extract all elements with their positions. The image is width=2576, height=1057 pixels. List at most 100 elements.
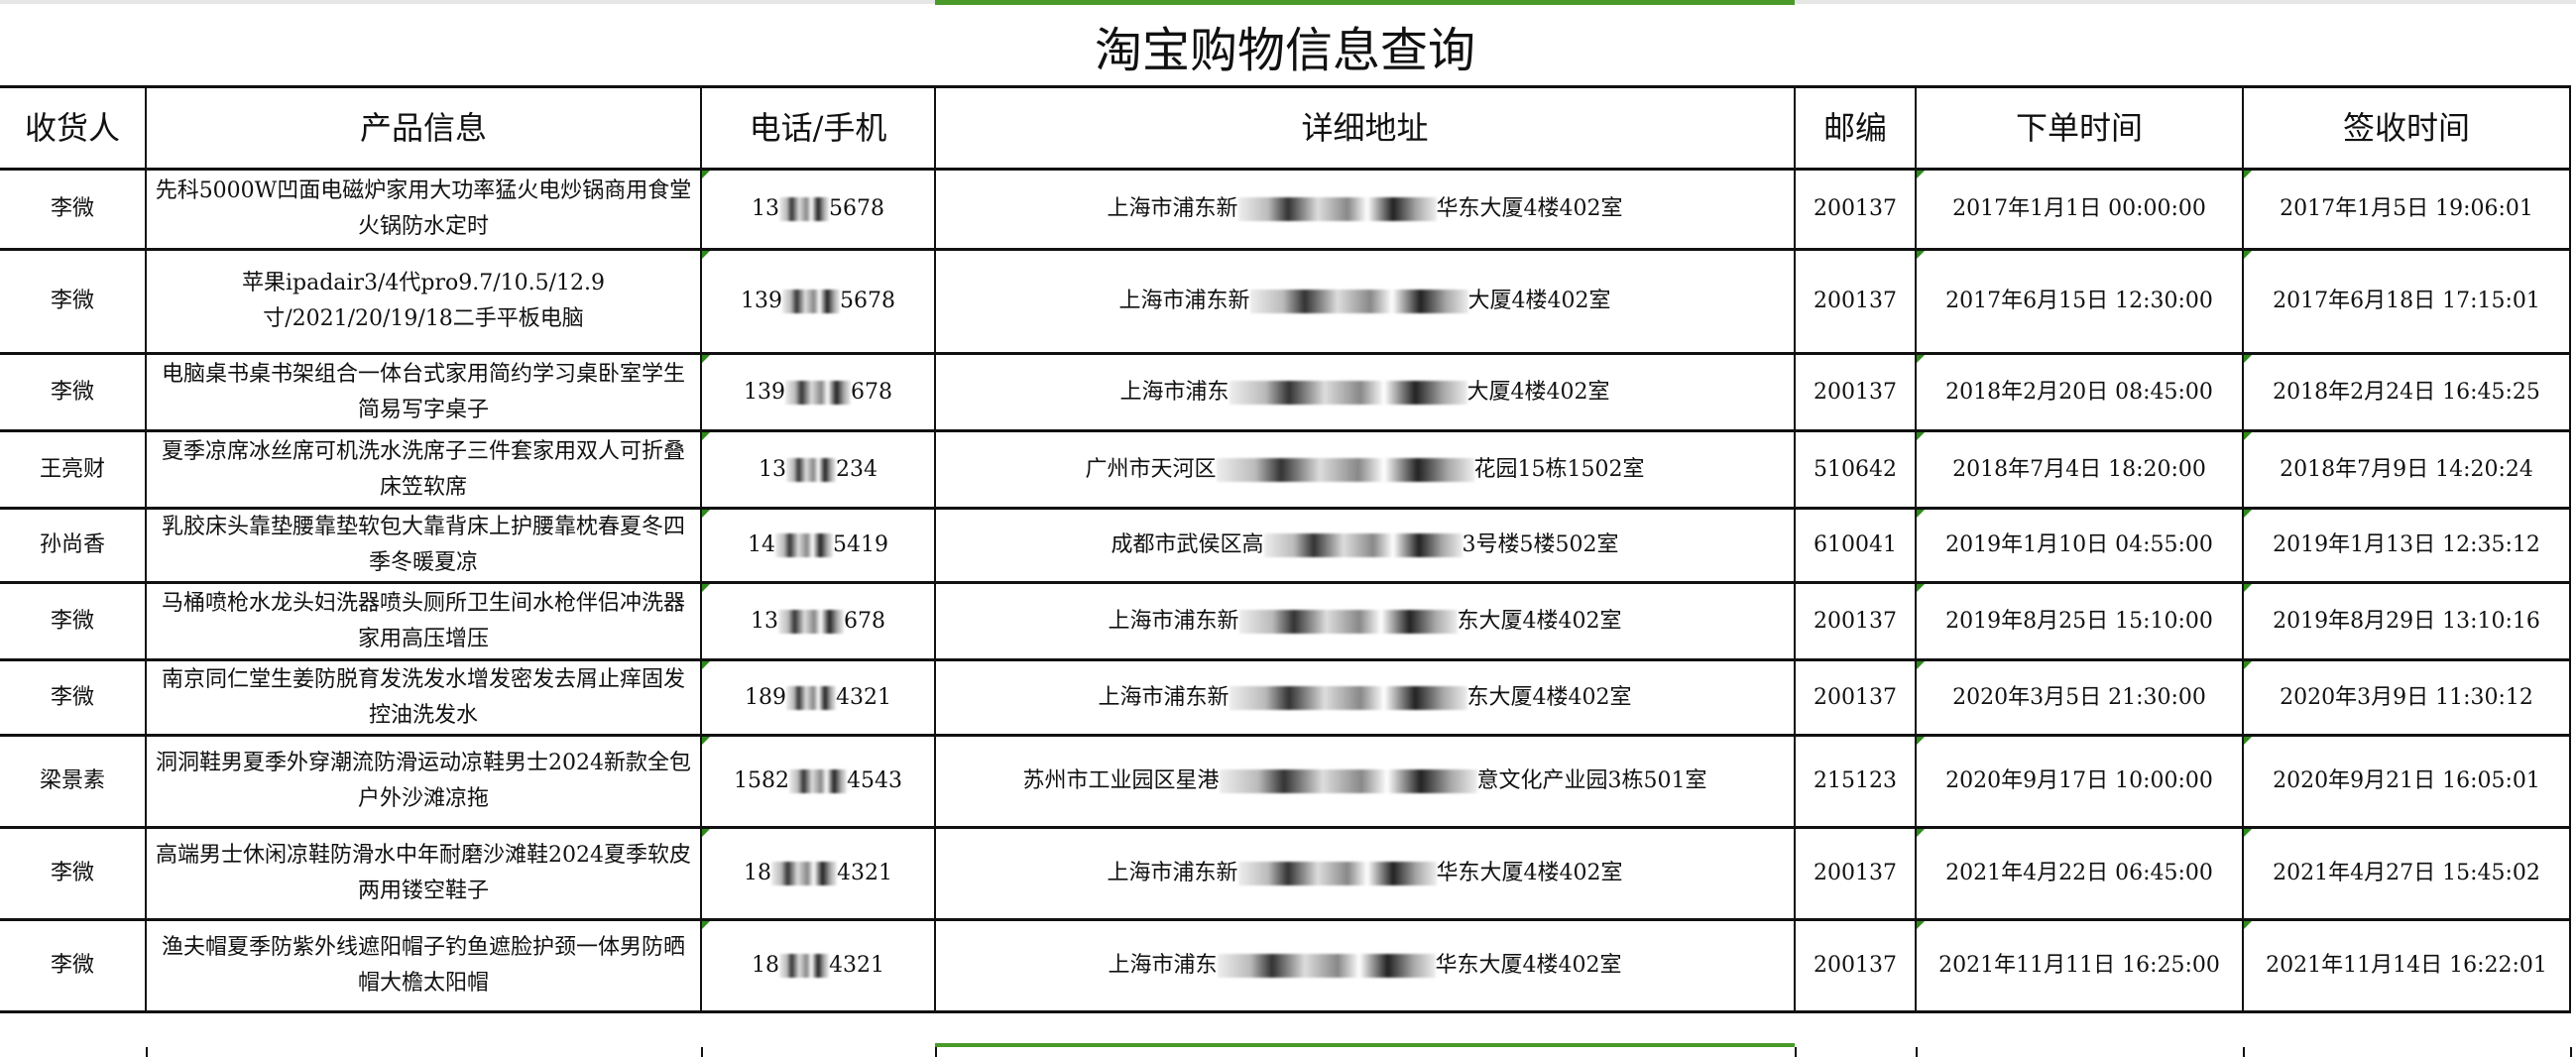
cell-recipient[interactable]: 李微 <box>0 248 147 355</box>
cell-recipient[interactable]: 李微 <box>0 352 147 432</box>
cell-sign-time[interactable]: 2020年3月9日 11:30:12 <box>2242 658 2571 737</box>
cell-address[interactable]: 上海市浦东新 大厦4楼402室 <box>934 248 1796 355</box>
header-row: 收货人 产品信息 电话/手机 详细地址 邮编 下单时间 签收时间 <box>0 85 2571 171</box>
cell-phone[interactable]: 13 678 <box>700 581 936 661</box>
cell-zip[interactable]: 200137 <box>1794 581 1917 661</box>
product-info: 洞洞鞋男夏季外穿潮流防滑运动凉鞋男士2024新款全包户外沙滩凉拖 <box>156 751 691 811</box>
cell-recipient[interactable]: 孙尚香 <box>0 507 147 584</box>
cell-sign-time[interactable]: 2020年9月21日 16:05:01 <box>2242 734 2571 829</box>
cell-recipient[interactable]: 李微 <box>0 658 147 737</box>
order-time: 2021年11月11日 16:25:00 <box>1938 953 2220 978</box>
cell-product[interactable]: 先科5000W凹面电磁炉家用大功率猛火电炒锅商用食堂火锅防水定时 <box>145 168 702 251</box>
cell-zip[interactable]: 610041 <box>1794 507 1917 584</box>
cell-recipient[interactable]: 李微 <box>0 918 147 1013</box>
phone-start: 189 <box>745 684 786 710</box>
cell-product[interactable]: 高端男士休闲凉鞋防滑水中年耐磨沙滩鞋2024夏季软皮两用镂空鞋子 <box>145 826 702 921</box>
header-cell-phone[interactable]: 电话/手机 <box>700 85 936 171</box>
selected-column-indicator <box>935 0 1795 5</box>
cell-zip[interactable]: 200137 <box>1794 658 1917 737</box>
cell-order-time[interactable]: 2018年2月20日 08:45:00 <box>1915 352 2244 432</box>
address-start: 上海市浦东新 <box>1098 684 1229 710</box>
address-end: 华东大厦4楼402室 <box>1436 861 1623 885</box>
cell-product[interactable]: 洞洞鞋男夏季外穿潮流防滑运动凉鞋男士2024新款全包户外沙滩凉拖 <box>145 734 702 829</box>
cell-zip[interactable]: 510642 <box>1794 429 1917 510</box>
cell-sign-time[interactable]: 2018年2月24日 16:45:25 <box>2242 352 2571 432</box>
cell-address[interactable]: 上海市浦东 华东大厦4楼402室 <box>934 918 1796 1013</box>
cell-zip[interactable]: 200137 <box>1794 918 1917 1013</box>
redaction-blur <box>1229 685 1467 710</box>
cell-zip[interactable]: 200137 <box>1794 826 1917 921</box>
cell-order-time[interactable]: 2017年1月1日 00:00:00 <box>1915 168 2244 251</box>
address-start: 上海市浦东新 <box>1108 608 1239 634</box>
header-cell-address[interactable]: 详细地址 <box>934 85 1796 171</box>
cell-address[interactable]: 上海市浦东 大厦4楼402室 <box>934 352 1796 432</box>
cell-sign-time[interactable]: 2017年6月18日 17:15:01 <box>2242 248 2571 355</box>
cell-product[interactable]: 乳胶床头靠垫腰靠垫软包大靠背床上护腰靠枕春夏冬四季冬暖夏凉 <box>145 507 702 584</box>
cell-recipient[interactable]: 梁景素 <box>0 734 147 829</box>
cell-order-time[interactable]: 2020年9月17日 10:00:00 <box>1915 734 2244 829</box>
cell-order-time[interactable]: 2020年3月5日 21:30:00 <box>1915 658 2244 737</box>
header-cell-order-time[interactable]: 下单时间 <box>1915 85 2244 171</box>
phone-start: 13 <box>752 196 779 221</box>
cell-address[interactable]: 上海市浦东新 东大厦4楼402室 <box>934 581 1796 661</box>
cell-order-time[interactable]: 2021年11月11日 16:25:00 <box>1915 918 2244 1013</box>
cell-sign-time[interactable]: 2019年1月13日 12:35:12 <box>2242 507 2571 584</box>
cell-phone[interactable]: 189 4321 <box>700 658 936 737</box>
cell-sign-time[interactable]: 2018年7月9日 14:20:24 <box>2242 429 2571 510</box>
cell-phone[interactable]: 14 5419 <box>700 507 936 584</box>
cell-recipient[interactable]: 王亮财 <box>0 429 147 510</box>
address-start: 广州市天河区 <box>1085 456 1217 482</box>
cell-order-time[interactable]: 2017年6月15日 12:30:00 <box>1915 248 2244 355</box>
cell-order-time[interactable]: 2019年1月10日 04:55:00 <box>1915 507 2244 584</box>
header-cell-sign-time[interactable]: 签收时间 <box>2242 85 2571 171</box>
cell-product[interactable]: 夏季凉席冰丝席可机洗水洗席子三件套家用双人可折叠床笠软席 <box>145 429 702 510</box>
cell-product[interactable]: 南京同仁堂生姜防脱育发洗发水增发密发去屑止痒固发控油洗发水 <box>145 658 702 737</box>
cell-order-time[interactable]: 2021年4月22日 06:45:00 <box>1915 826 2244 921</box>
product-info: 夏季凉席冰丝席可机洗水洗席子三件套家用双人可折叠床笠软席 <box>161 438 685 500</box>
cell-order-time[interactable]: 2019年8月25日 15:10:00 <box>1915 581 2244 661</box>
cell-zip[interactable]: 200137 <box>1794 352 1917 432</box>
header-cell-recipient[interactable]: 收货人 <box>0 85 147 171</box>
cell-zip[interactable]: 200137 <box>1794 248 1917 355</box>
cell-product[interactable]: 电脑桌书桌书架组合一体台式家用简约学习桌卧室学生简易写字桌子 <box>145 352 702 432</box>
cell-phone[interactable]: 13 5678 <box>700 168 936 251</box>
product-info: 苹果ipadair3/4代pro9.7/10.5/12.9寸/2021/20/1… <box>241 271 606 331</box>
cell-phone[interactable]: 139 5678 <box>700 248 936 355</box>
cell-address[interactable]: 成都市武侯区高 3号楼5楼502室 <box>934 507 1796 584</box>
sign-time: 2020年9月21日 16:05:01 <box>2273 768 2540 793</box>
table-row: 李微 高端男士休闲凉鞋防滑水中年耐磨沙滩鞋2024夏季软皮两用镂空鞋子 18 4321… <box>0 826 2571 921</box>
cell-address[interactable]: 广州市天河区 花园15栋1502室 <box>934 429 1796 510</box>
cell-address[interactable]: 苏州市工业园区星港 意文化产业园3栋501室 <box>934 734 1796 829</box>
address-end: 3号楼5楼502室 <box>1462 532 1619 557</box>
cell-recipient[interactable]: 李微 <box>0 826 147 921</box>
cell-product[interactable]: 渔夫帽夏季防紫外线遮阳帽子钓鱼遮脸护颈一体男防晒帽大檐太阳帽 <box>145 918 702 1013</box>
cell-product[interactable]: 苹果ipadair3/4代pro9.7/10.5/12.9寸/2021/20/1… <box>145 248 702 355</box>
cell-recipient[interactable]: 李微 <box>0 581 147 661</box>
cell-phone[interactable]: 13 234 <box>700 429 936 510</box>
cell-address[interactable]: 上海市浦东新 华东大厦4楼402室 <box>934 826 1796 921</box>
phone-end: 5678 <box>829 196 884 221</box>
cell-sign-time[interactable]: 2021年4月27日 15:45:02 <box>2242 826 2571 921</box>
header-cell-zip[interactable]: 邮编 <box>1794 85 1917 171</box>
cell-product[interactable]: 马桶喷枪水龙头妇洗器喷头厕所卫生间水枪伴侣冲洗器家用高压增压 <box>145 581 702 661</box>
cell-sign-time[interactable]: 2021年11月14日 16:22:01 <box>2242 918 2571 1013</box>
cell-address[interactable]: 上海市浦东新 华东大厦4楼402室 <box>934 168 1796 251</box>
order-time: 2020年9月17日 10:00:00 <box>1945 768 2213 793</box>
cell-sign-time[interactable]: 2019年8月29日 13:10:16 <box>2242 581 2571 661</box>
order-time: 2017年6月15日 12:30:00 <box>1945 289 2213 313</box>
redaction-blur <box>1237 197 1437 221</box>
cell-phone[interactable]: 1582 4543 <box>700 734 936 829</box>
cell-phone[interactable]: 18 4321 <box>700 826 936 921</box>
cell-phone[interactable]: 139 678 <box>700 352 936 432</box>
phone-start: 18 <box>752 953 779 978</box>
header-cell-product[interactable]: 产品信息 <box>145 85 702 171</box>
phone-end: 234 <box>836 456 878 482</box>
cell-zip[interactable]: 215123 <box>1794 734 1917 829</box>
cell-phone[interactable]: 18 4321 <box>700 918 936 1013</box>
cell-recipient[interactable]: 李微 <box>0 168 147 251</box>
cell-sign-time[interactable]: 2017年1月5日 19:06:01 <box>2242 168 2571 251</box>
cell-address[interactable]: 上海市浦东新 东大厦4楼402室 <box>934 658 1796 737</box>
address-end: 东大厦4楼402室 <box>1466 684 1632 710</box>
cell-zip[interactable]: 200137 <box>1794 168 1917 251</box>
cell-order-time[interactable]: 2018年7月4日 18:20:00 <box>1915 429 2244 510</box>
